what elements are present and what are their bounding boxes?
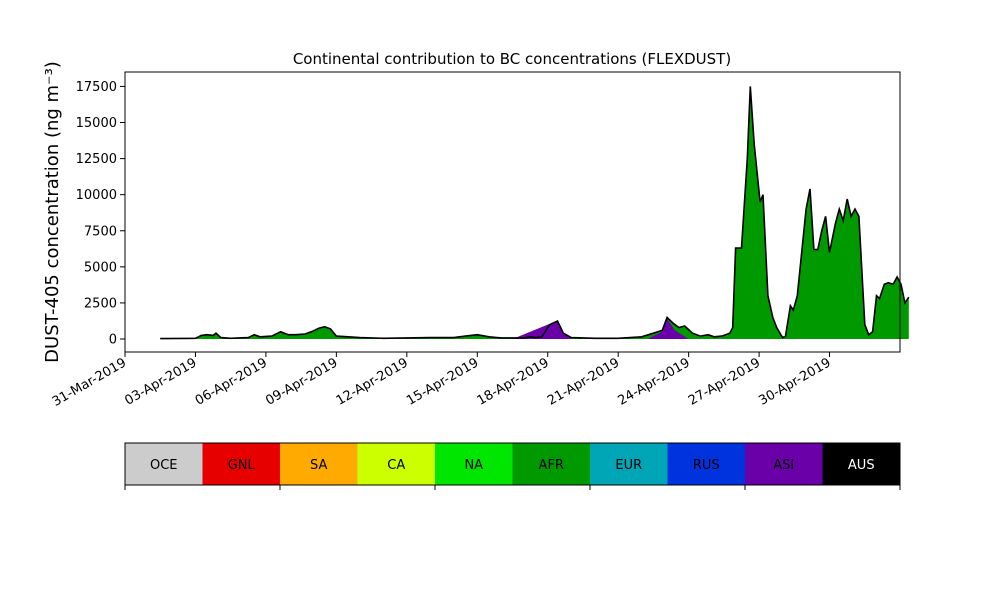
- legend-swatch: [202, 443, 281, 485]
- plot-frame: [124, 71, 901, 353]
- plot-area: 02500500075001000012500150001750031-Mar-…: [50, 71, 910, 410]
- x-tick-label: 24-Apr-2019: [616, 355, 693, 408]
- legend-label: RUS: [693, 458, 720, 473]
- y-tick-label: 17500: [76, 80, 117, 95]
- x-tick-label: 15-Apr-2019: [404, 355, 481, 408]
- series-area-asi: [512, 318, 689, 339]
- y-axis-label: DUST-405 concentration (ng m⁻³): [42, 61, 63, 363]
- x-tick-label: 06-Apr-2019: [193, 355, 270, 408]
- x-tick-label: 12-Apr-2019: [334, 355, 411, 408]
- legend-frame: [124, 442, 901, 486]
- series-line-total: [160, 86, 910, 340]
- x-tick-label: 21-Apr-2019: [545, 355, 622, 408]
- legend-swatch: [822, 443, 901, 485]
- legend-label: CA: [387, 458, 405, 473]
- chart-title: Continental contribution to BC concentra…: [293, 50, 731, 68]
- legend-swatch: [357, 443, 436, 485]
- x-tick-label: 09-Apr-2019: [263, 355, 340, 408]
- legend-label: AFR: [539, 458, 564, 473]
- y-tick-label: 10000: [76, 188, 117, 203]
- x-tick-label: 27-Apr-2019: [686, 355, 763, 408]
- series-area-afr: [160, 86, 909, 340]
- y-tick-label: 15000: [76, 116, 117, 131]
- x-tick-label: 03-Apr-2019: [122, 355, 199, 408]
- legend-label: OCE: [150, 458, 178, 473]
- legend-swatch: [745, 443, 823, 485]
- y-tick-label: 0: [109, 333, 117, 348]
- y-tick-label: 7500: [84, 224, 117, 239]
- legend-swatch: [435, 443, 513, 485]
- legend-label: GNL: [228, 458, 256, 473]
- legend-label: NA: [464, 458, 483, 473]
- legend-swatch: [280, 443, 358, 485]
- y-tick-label: 12500: [76, 152, 117, 167]
- legend-swatch: [590, 443, 668, 485]
- legend-swatch: [512, 443, 591, 485]
- y-tick-label: 2500: [84, 296, 117, 311]
- legend-swatch: [667, 443, 746, 485]
- legend-label: SA: [310, 458, 327, 473]
- legend-label: ASI: [773, 458, 794, 473]
- legend-swatch: [125, 443, 203, 485]
- x-tick-label: 18-Apr-2019: [475, 355, 552, 408]
- legend-label: AUS: [848, 458, 875, 473]
- x-tick-label: 30-Apr-2019: [756, 355, 833, 408]
- legend-label: EUR: [615, 458, 642, 473]
- legend: OCE GNL SA CA NA AFR EUR RUS ASI AUS: [124, 442, 901, 490]
- y-tick-label: 5000: [84, 260, 117, 275]
